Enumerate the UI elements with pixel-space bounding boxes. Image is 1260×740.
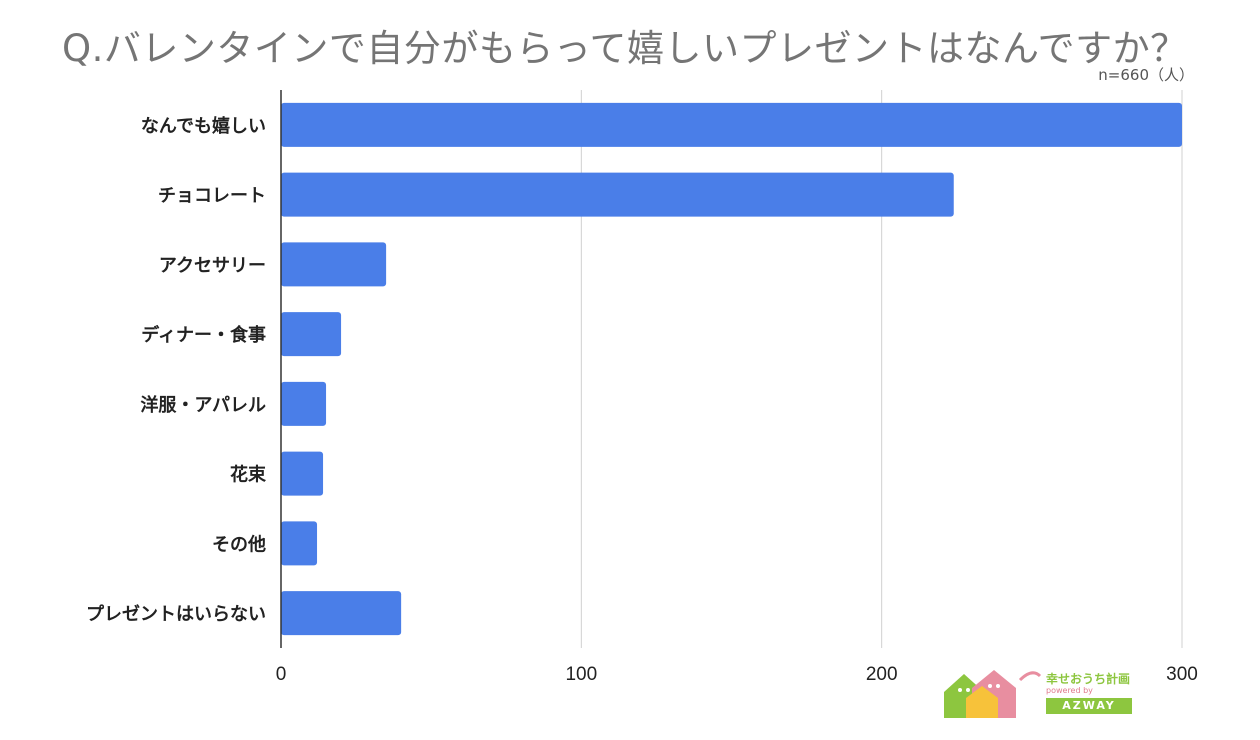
- category-label-2: チョコレート: [158, 186, 266, 207]
- logo-azway-badge: AZWAY: [1046, 698, 1132, 714]
- category-label-5: 洋服・アパレル: [140, 394, 266, 416]
- x-tick-label-300: 300: [1166, 664, 1198, 685]
- bar-6: [281, 451, 324, 496]
- category-label-6: 花束: [230, 464, 267, 486]
- bar-1: [281, 102, 1182, 147]
- logo-brand-text: 幸せおうち計画: [1046, 672, 1131, 686]
- chart-title: Q.バレンタインで自分がもらって嬉しいプレゼントはなんですか？: [62, 27, 1188, 70]
- house-logo-icon: [944, 670, 1042, 718]
- category-label-1: なんでも嬉しい: [141, 115, 266, 137]
- bar-2: [281, 172, 954, 217]
- category-label-8: プレゼントはいらない: [86, 603, 266, 625]
- category-label-7: その他: [212, 533, 266, 555]
- category-label-3: アクセサリー: [159, 255, 266, 276]
- azway-logo: 幸せおうち計画 powered by AZWAY: [942, 664, 1142, 720]
- x-tick-label-200: 200: [866, 664, 898, 685]
- bar-4: [281, 312, 342, 357]
- sample-size-note: n=660（人）: [1098, 66, 1194, 84]
- bar-5: [281, 381, 327, 426]
- logo-powered-text: powered by: [1046, 686, 1093, 695]
- bar-3: [281, 242, 387, 287]
- x-tick-label-100: 100: [565, 664, 597, 685]
- category-label-4: ディナー・食事: [141, 324, 266, 346]
- x-tick-label-0: 0: [276, 664, 287, 685]
- bar-8: [281, 591, 402, 636]
- bar-7: [281, 521, 318, 566]
